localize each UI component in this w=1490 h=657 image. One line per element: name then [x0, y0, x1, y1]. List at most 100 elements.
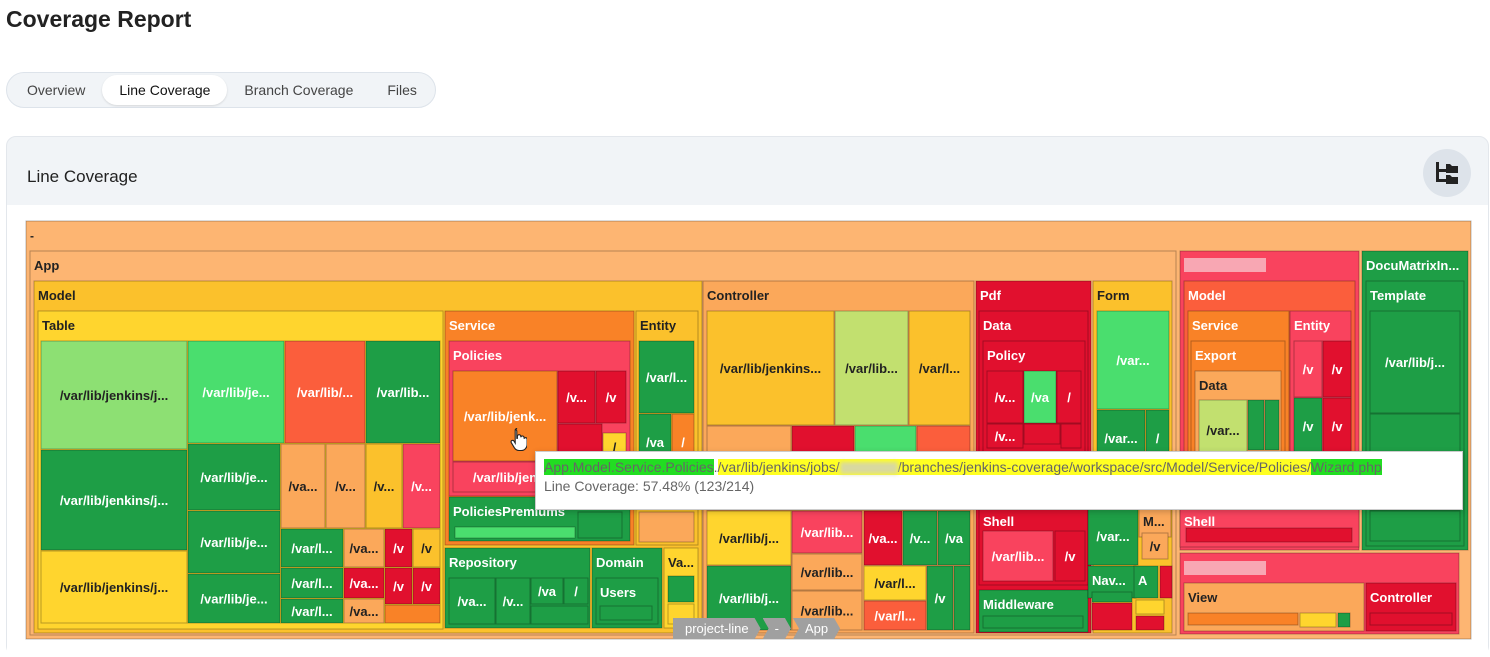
treemap-file-cell[interactable]: /va... — [343, 567, 385, 599]
treemap-cell[interactable] — [1264, 399, 1280, 451]
treemap-file-cell[interactable]: /v — [1293, 340, 1323, 398]
treemap-cell[interactable] — [577, 511, 623, 539]
treemap-file-cell[interactable]: /va... — [863, 510, 903, 566]
treemap-file-cell[interactable]: /var/l... — [863, 600, 927, 631]
treemap-file-cell[interactable]: /var/lib... — [365, 340, 441, 444]
treemap-file-cell[interactable]: /var/lib/j... — [1369, 310, 1461, 414]
treemap-file-cell[interactable]: /var/l... — [863, 565, 927, 601]
treemap-file-cell[interactable]: /var/lib/je... — [187, 573, 281, 624]
treemap-file-cell[interactable]: /v... — [986, 370, 1024, 424]
treemap-file-cell[interactable]: /var/lib/j... — [706, 510, 792, 566]
treemap-file-cell[interactable]: /v... — [557, 370, 596, 424]
treemap-cell[interactable] — [982, 615, 1084, 629]
treemap-label: /var/lib/je... — [200, 592, 267, 607]
treemap-cell[interactable] — [638, 511, 695, 543]
treemap-label: /var/l... — [646, 370, 687, 385]
tab-branch-coverage[interactable]: Branch Coverage — [244, 82, 354, 98]
treemap-file-cell[interactable]: /va... — [280, 443, 326, 529]
treemap-cell[interactable] — [1091, 591, 1133, 603]
treemap-cell[interactable] — [1337, 612, 1351, 628]
treemap-file-cell[interactable]: /var/lib/je... — [187, 340, 285, 444]
treemap-cell[interactable] — [1159, 565, 1173, 599]
treemap-cell[interactable] — [530, 605, 589, 625]
treemap-cell[interactable] — [1299, 612, 1337, 628]
treemap-file-cell[interactable]: /v... — [365, 443, 403, 529]
treemap-cell[interactable] — [1060, 423, 1082, 449]
treemap-label: /v... — [411, 479, 432, 494]
treemap-cell[interactable] — [1135, 615, 1165, 631]
treemap-file-cell[interactable]: /var/lib/jenkins... — [706, 310, 835, 426]
treemap-file-cell[interactable]: /var/lib... — [791, 553, 863, 591]
treemap-file-cell[interactable]: /var/lib/... — [284, 340, 366, 444]
treemap-file-cell[interactable]: /var/l... — [280, 598, 344, 624]
treemap-label: /va... — [869, 531, 898, 546]
treemap-label: Controller — [707, 288, 769, 303]
treemap-cell[interactable] — [1091, 602, 1133, 631]
treemap-cell[interactable] — [454, 526, 576, 539]
treemap-file-cell[interactable]: /v — [595, 370, 627, 424]
treemap-file-cell[interactable]: / — [563, 577, 589, 605]
breadcrumb-item[interactable]: - — [763, 618, 791, 639]
treemap-cell[interactable] — [1187, 612, 1299, 626]
treemap-file-cell[interactable]: / — [1056, 370, 1082, 424]
treemap-file-cell[interactable]: /var/l... — [638, 340, 695, 414]
treemap-file-cell[interactable]: /var/l... — [908, 310, 971, 426]
treemap-cell[interactable] — [953, 565, 971, 631]
treemap-file-cell[interactable]: /v... — [495, 577, 531, 625]
treemap-cell[interactable] — [1247, 399, 1265, 451]
treemap-file-cell[interactable]: /v — [1322, 397, 1352, 455]
tab-overview[interactable]: Overview — [27, 82, 86, 98]
treemap-file-cell[interactable]: /va... — [448, 577, 496, 625]
tab-line-coverage[interactable]: Line Coverage — [102, 75, 228, 105]
treemap-file-cell[interactable]: /v — [1141, 532, 1169, 560]
treemap-file-cell[interactable]: /var... — [1096, 310, 1170, 410]
treemap-file-cell[interactable]: /var/lib/jenkins/j... — [40, 449, 188, 551]
tab-files[interactable]: Files — [387, 82, 417, 98]
treemap-file-cell[interactable]: /va — [530, 577, 564, 605]
treemap-file-cell[interactable]: /v... — [902, 510, 938, 566]
treemap-file-cell[interactable]: /va — [1023, 370, 1057, 424]
treemap-cell[interactable] — [599, 605, 653, 621]
treemap-file-cell[interactable]: /v — [384, 567, 413, 605]
treemap-file-cell[interactable]: /v... — [402, 443, 441, 529]
treemap-cell[interactable] — [1369, 612, 1453, 626]
treemap-file-cell[interactable]: /v — [1054, 530, 1086, 582]
treemap-file-cell[interactable]: /v — [926, 565, 954, 631]
treemap-file-cell[interactable]: /v... — [986, 423, 1024, 449]
treemap-file-cell[interactable]: /var/lib/jenkins/j... — [40, 550, 188, 624]
treemap-file-cell[interactable]: /var/l... — [280, 567, 344, 599]
treemap-node-a[interactable]: A — [1133, 565, 1159, 599]
treemap-file-cell[interactable]: /var... — [1087, 506, 1139, 566]
treemap-cell[interactable] — [1023, 423, 1061, 445]
treemap-cell[interactable] — [1369, 510, 1461, 542]
treemap-file-cell[interactable]: /var/lib/jenk... — [452, 370, 558, 462]
treemap-file-cell[interactable]: /v — [1322, 340, 1352, 398]
treemap-file-cell[interactable]: /var... — [1198, 399, 1248, 461]
treemap-file-cell[interactable]: /v — [1293, 397, 1323, 455]
treemap-file-cell[interactable]: /v — [412, 528, 441, 568]
treemap-file-cell[interactable]: /va... — [343, 528, 385, 568]
breadcrumb-item[interactable]: project-line — [673, 618, 761, 639]
treemap-file-cell[interactable]: /var/lib/je... — [187, 510, 281, 574]
treemap-node-m[interactable]: M... — [1138, 506, 1172, 538]
treemap-cell[interactable] — [1135, 599, 1165, 615]
treemap-cell[interactable] — [667, 575, 695, 603]
treemap-file-cell[interactable]: /va... — [343, 598, 385, 624]
treemap-file-cell[interactable]: /var/lib... — [834, 310, 909, 426]
treemap-label: /v... — [910, 531, 931, 546]
treemap-file-cell[interactable]: /v — [384, 528, 413, 568]
treemap-cell[interactable] — [384, 604, 441, 624]
treemap-file-cell[interactable]: /var/l... — [280, 528, 344, 568]
treemap-file-cell[interactable]: /v... — [325, 443, 366, 529]
tree-view-button[interactable] — [1423, 149, 1471, 197]
treemap-file-cell[interactable]: /v — [412, 567, 441, 605]
treemap-label: /v — [1150, 539, 1162, 554]
treemap-file-cell[interactable]: /va — [937, 510, 971, 566]
treemap-label: Table — [42, 318, 75, 333]
treemap-file-cell[interactable]: /var/lib/jenkins/j... — [40, 340, 188, 450]
treemap-file-cell[interactable]: /var/lib... — [982, 530, 1054, 582]
treemap-file-cell[interactable]: /var/lib... — [791, 510, 863, 554]
breadcrumb-item[interactable]: App — [793, 618, 840, 639]
treemap-cell[interactable] — [1185, 527, 1353, 543]
treemap-file-cell[interactable]: /var/lib/je... — [187, 443, 281, 511]
